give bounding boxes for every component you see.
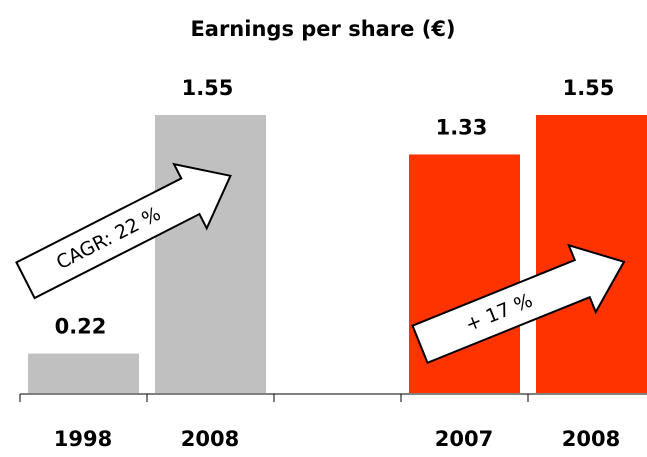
value-label: 0.22 xyxy=(55,315,107,339)
x-tick-label: 2007 xyxy=(435,427,493,451)
x-tick-label: 2008 xyxy=(181,427,239,451)
bar xyxy=(155,115,266,393)
arrow-shape xyxy=(411,243,626,365)
chart-title: Earnings per share (€) xyxy=(190,17,455,41)
value-label: 1.33 xyxy=(436,115,488,139)
x-tick-label: 1998 xyxy=(54,427,112,451)
x-tick-label: 2008 xyxy=(562,427,620,451)
value-label: 1.55 xyxy=(182,76,234,100)
bar xyxy=(28,353,139,393)
arrow-shape xyxy=(15,162,232,300)
value-label: 1.55 xyxy=(563,76,615,100)
bars xyxy=(28,115,647,393)
